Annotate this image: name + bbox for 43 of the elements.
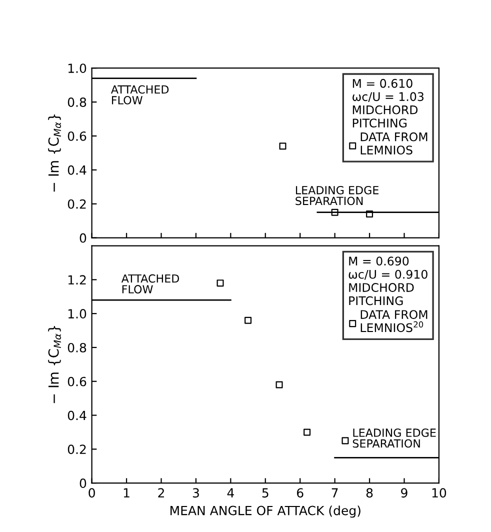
x-tick-label: 0 (88, 488, 95, 498)
legend-title: M = 0.690 ωc/U = 0.910 MIDCHORD PITCHING (348, 256, 428, 306)
annotation: LEADING EDGE SEPARATION (352, 428, 436, 448)
y-axis-title: − Im {C$_{Mα}$} (48, 114, 62, 192)
y-tick-label: 0 (80, 478, 86, 488)
point (244, 316, 252, 324)
y-tick-label: 0.8 (68, 342, 86, 352)
y-tick-label: 1.0 (68, 309, 86, 319)
y-axis-title: − Im {C$_{Mα}$} (48, 326, 62, 404)
x-tick-label: 2 (158, 488, 164, 498)
y-tick-label: 0.2 (68, 444, 86, 454)
point (366, 210, 374, 218)
y-tick-label: 0.6 (68, 131, 86, 141)
x-tick-label: 10 (432, 488, 446, 498)
annotation: LEADING EDGE SEPARATION (296, 186, 378, 206)
y-tick-label: 0.4 (68, 410, 86, 420)
y-tick-label: 0.2 (68, 199, 86, 209)
x-tick-label: 3 (192, 488, 199, 498)
x-tick-label: 6 (296, 488, 304, 498)
legend-label: DATA FROM LEMNIOS (360, 132, 428, 155)
y-tick-label: 0 (80, 233, 86, 243)
x-tick-label: 1 (124, 488, 130, 498)
y-tick-label: 0.6 (68, 376, 86, 386)
point (331, 208, 338, 216)
x-tick-label: 4 (227, 488, 234, 498)
x-tick-label: 9 (401, 488, 408, 498)
y-tick-label: 1.0 (68, 64, 86, 74)
x-tick-label: 5 (262, 488, 268, 498)
point (304, 428, 311, 436)
y-tick-label: 1.2 (68, 275, 86, 284)
point (342, 437, 349, 444)
y-tick-label: 0.4 (68, 165, 86, 175)
x-tick-label: 8 (366, 488, 373, 498)
point (276, 381, 283, 388)
x-tick-label: 7 (332, 488, 338, 498)
annotation: ATTACHED FLOW (110, 85, 169, 104)
point (216, 280, 224, 287)
x-axis-title: MEAN ANGLE OF ATTACK (deg) (170, 506, 360, 518)
point (279, 142, 286, 150)
legend-label: DATA FROM LEMNIOS$^{20}$ (360, 310, 428, 332)
legend-title: M = 0.610 ωc/U = 1.03 MIDCHORD PITCHING (352, 78, 424, 128)
y-tick-label: 0.8 (68, 98, 86, 107)
annotation: ATTACHED FLOW (121, 274, 180, 294)
